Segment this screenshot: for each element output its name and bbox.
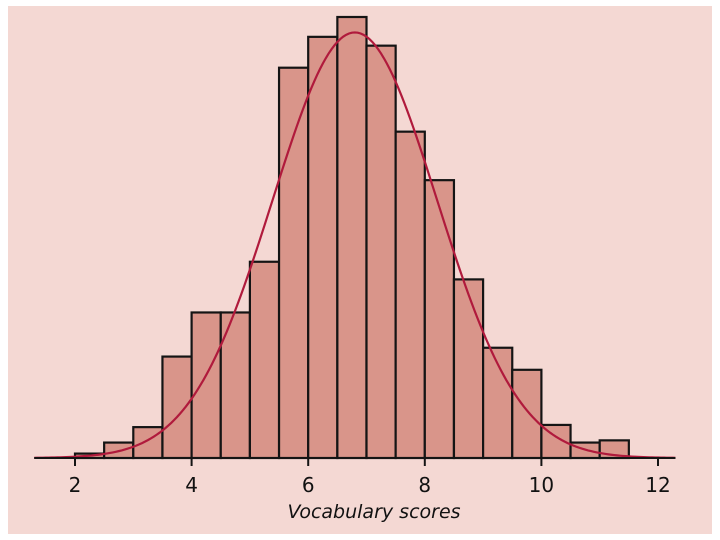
x-tick-label: 12 xyxy=(645,473,670,497)
x-tick-label: 4 xyxy=(185,473,198,497)
histogram-chart: 2 4 6 8 10 12 Vocabulary scores xyxy=(34,15,676,523)
histogram-bar xyxy=(365,44,397,460)
normal-density-curve xyxy=(34,31,676,459)
chart-panel: 2 4 6 8 10 12 Vocabulary scores xyxy=(8,6,712,534)
histogram-bar xyxy=(277,66,310,460)
histogram-bar xyxy=(161,355,193,460)
histogram-bar xyxy=(132,426,164,460)
x-tick-label: 6 xyxy=(302,473,315,497)
histogram-bar xyxy=(511,368,543,460)
x-tick-label: 2 xyxy=(69,473,82,497)
histogram-bar xyxy=(423,179,456,460)
x-axis-title: Vocabulary scores xyxy=(287,501,460,523)
histogram-bar xyxy=(452,278,485,460)
histogram-bar xyxy=(336,15,368,460)
histogram-bar xyxy=(248,260,281,460)
histogram-bar xyxy=(394,130,426,460)
x-tick-label: 10 xyxy=(529,473,554,497)
histogram-bar xyxy=(307,35,339,460)
x-axis-ticks: 2 4 6 8 10 12 xyxy=(69,458,671,497)
histogram-bar xyxy=(190,311,222,460)
histogram-bars xyxy=(73,15,630,460)
x-tick-label: 8 xyxy=(418,473,431,497)
